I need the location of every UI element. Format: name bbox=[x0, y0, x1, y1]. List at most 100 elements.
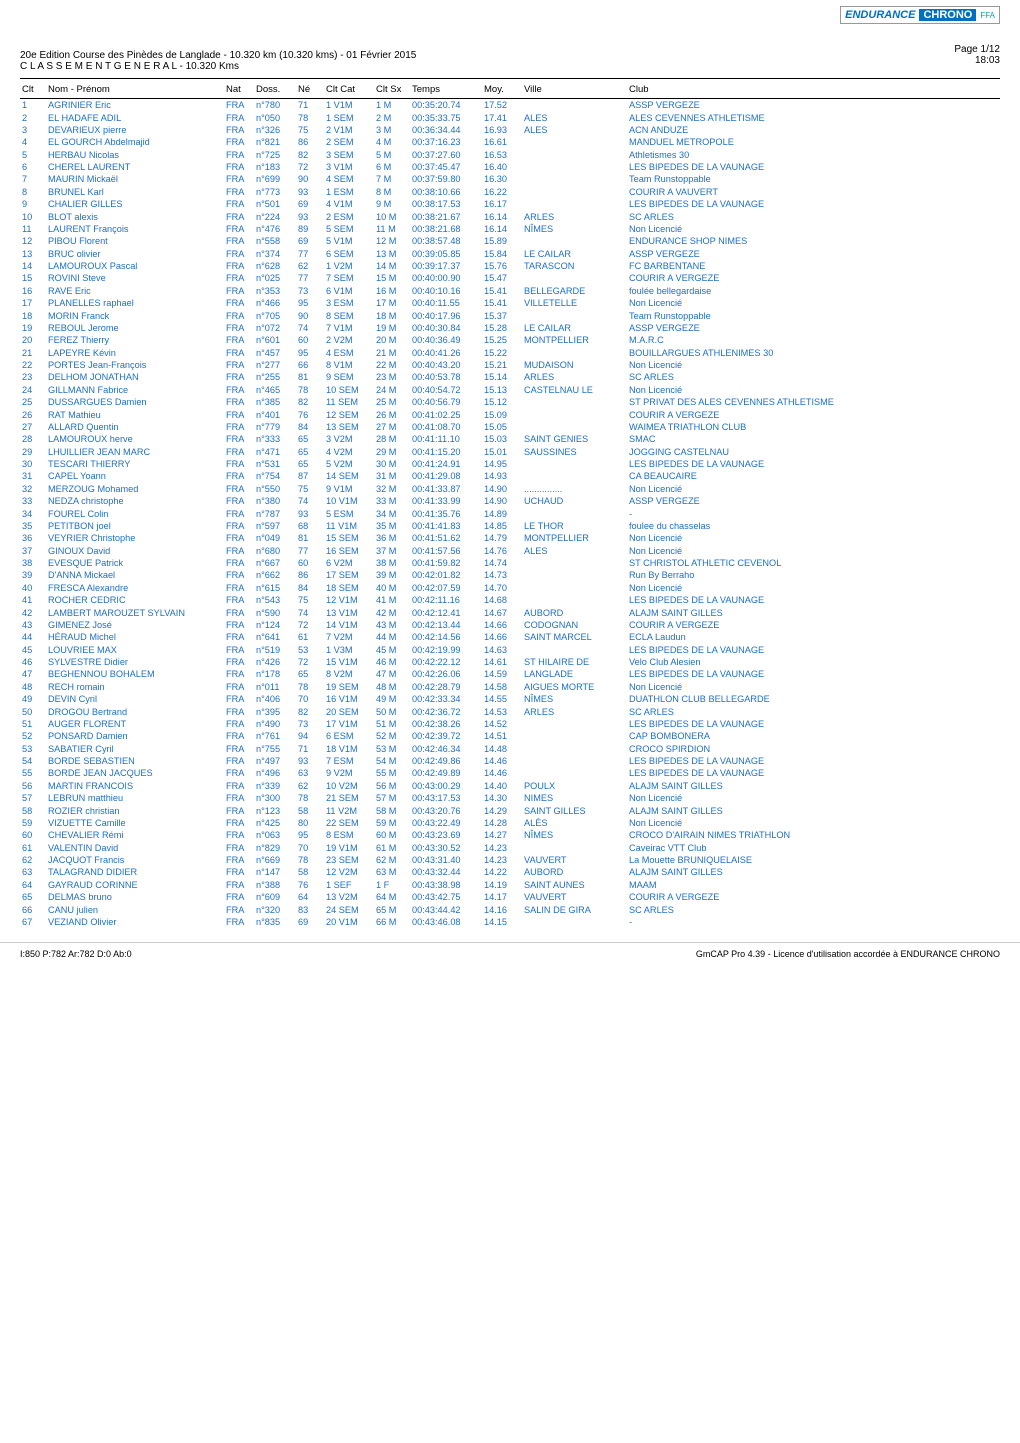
table-row: 48RECH romainFRAn°0117819 SEM48 M00:42:2… bbox=[20, 681, 1000, 693]
cell-cat: 4 V2M bbox=[324, 446, 374, 458]
cell-ne: 77 bbox=[296, 545, 324, 557]
table-row: 55BORDE JEAN JACQUESFRAn°496639 V2M55 M0… bbox=[20, 767, 1000, 779]
cell-nom: CHALIER GILLES bbox=[46, 198, 224, 210]
cell-nat: FRA bbox=[224, 668, 254, 680]
cell-ne: 62 bbox=[296, 260, 324, 272]
cell-doss: n°476 bbox=[254, 223, 296, 235]
cell-cat: 13 SEM bbox=[324, 421, 374, 433]
cell-sx: 51 M bbox=[374, 718, 410, 730]
cell-temps: 00:38:17.53 bbox=[410, 198, 482, 210]
cell-sx: 35 M bbox=[374, 520, 410, 532]
cell-doss: n°641 bbox=[254, 631, 296, 643]
cell-ne: 83 bbox=[296, 903, 324, 915]
cell-sx: 29 M bbox=[374, 446, 410, 458]
cell-moy: 15.22 bbox=[482, 347, 522, 359]
cell-clt: 13 bbox=[20, 248, 46, 260]
cell-sx: 5 M bbox=[374, 149, 410, 161]
cell-nom: LAPEYRE Kévin bbox=[46, 347, 224, 359]
cell-temps: 00:42:19.99 bbox=[410, 644, 482, 656]
cell-club: Non Licencié bbox=[627, 817, 1000, 829]
cell-cat: 1 SEM bbox=[324, 111, 374, 123]
cell-nat: FRA bbox=[224, 804, 254, 816]
cell-club: LES BIPEDES DE LA VAUNAGE bbox=[627, 755, 1000, 767]
cell-nat: FRA bbox=[224, 767, 254, 779]
cell-cat: 5 V2M bbox=[324, 458, 374, 470]
cell-nat: FRA bbox=[224, 730, 254, 742]
cell-nom: MERZOUG Mohamed bbox=[46, 483, 224, 495]
cell-nom: AGRINIER Eric bbox=[46, 99, 224, 112]
cell-sx: 22 M bbox=[374, 359, 410, 371]
cell-ville: CODOGNAN bbox=[522, 619, 627, 631]
cell-nat: FRA bbox=[224, 371, 254, 383]
table-row: 60CHEVALIER RémiFRAn°063958 ESM60 M00:43… bbox=[20, 829, 1000, 841]
cell-moy: 16.17 bbox=[482, 198, 522, 210]
cell-ville bbox=[522, 235, 627, 247]
cell-club: Velo Club Alesien bbox=[627, 656, 1000, 668]
logo-endurance: ENDURANCE bbox=[845, 9, 915, 21]
cell-moy: 15.25 bbox=[482, 334, 522, 346]
cell-sx: 46 M bbox=[374, 656, 410, 668]
cell-ne: 60 bbox=[296, 557, 324, 569]
cell-cat: 4 SEM bbox=[324, 173, 374, 185]
cell-temps: 00:43:31.40 bbox=[410, 854, 482, 866]
cell-nom: LOUVRIEE MAX bbox=[46, 644, 224, 656]
cell-club: M.A.R.C bbox=[627, 334, 1000, 346]
cell-doss: n°601 bbox=[254, 334, 296, 346]
table-row: 26RAT MathieuFRAn°4017612 SEM26 M00:41:0… bbox=[20, 408, 1000, 420]
cell-nom: MORIN Franck bbox=[46, 309, 224, 321]
cell-doss: n°471 bbox=[254, 446, 296, 458]
cell-ne: 93 bbox=[296, 507, 324, 519]
cell-doss: n°374 bbox=[254, 248, 296, 260]
cell-nat: FRA bbox=[224, 223, 254, 235]
cell-club: Non Licencié bbox=[627, 532, 1000, 544]
cell-ville: TARASCON bbox=[522, 260, 627, 272]
cell-doss: n°425 bbox=[254, 817, 296, 829]
cell-cat: 3 ESM bbox=[324, 297, 374, 309]
cell-nat: FRA bbox=[224, 681, 254, 693]
table-row: 47BEGHENNOU BOHALEMFRAn°178658 V2M47 M00… bbox=[20, 668, 1000, 680]
column-header: Clt Cat bbox=[324, 81, 374, 99]
cell-ville bbox=[522, 421, 627, 433]
cell-club: Non Licencié bbox=[627, 297, 1000, 309]
cell-ne: 75 bbox=[296, 483, 324, 495]
cell-club: LES BIPEDES DE LA VAUNAGE bbox=[627, 458, 1000, 470]
cell-nat: FRA bbox=[224, 210, 254, 222]
cell-club: WAIMEA TRIATHLON CLUB bbox=[627, 421, 1000, 433]
cell-club: Team Runstoppable bbox=[627, 173, 1000, 185]
cell-ville: NIMES bbox=[522, 792, 627, 804]
cell-ville: VAUVERT bbox=[522, 891, 627, 903]
cell-doss: n°011 bbox=[254, 681, 296, 693]
cell-nom: SABATIER Cyril bbox=[46, 743, 224, 755]
page-number: Page 1/12 bbox=[954, 44, 1000, 55]
logo: ENDURANCE CHRONO FFA bbox=[840, 6, 1000, 24]
table-row: 41ROCHER CEDRICFRAn°5437512 V1M41 M00:42… bbox=[20, 594, 1000, 606]
cell-sx: 52 M bbox=[374, 730, 410, 742]
cell-temps: 00:42:13.44 bbox=[410, 619, 482, 631]
column-header: Né bbox=[296, 81, 324, 99]
cell-sx: 21 M bbox=[374, 347, 410, 359]
cell-temps: 00:40:30.84 bbox=[410, 322, 482, 334]
cell-temps: 00:41:29.08 bbox=[410, 470, 482, 482]
cell-temps: 00:38:21.67 bbox=[410, 210, 482, 222]
cell-nat: FRA bbox=[224, 173, 254, 185]
cell-nat: FRA bbox=[224, 854, 254, 866]
cell-nom: LEBRUN matthieu bbox=[46, 792, 224, 804]
cell-temps: 00:42:01.82 bbox=[410, 569, 482, 581]
cell-moy: 14.28 bbox=[482, 817, 522, 829]
table-row: 51AUGER FLORENTFRAn°4907317 V1M51 M00:42… bbox=[20, 718, 1000, 730]
cell-moy: 14.95 bbox=[482, 458, 522, 470]
cell-ne: 73 bbox=[296, 285, 324, 297]
cell-club: MANDUEL METROPOLE bbox=[627, 136, 1000, 148]
cell-nat: FRA bbox=[224, 149, 254, 161]
cell-nom: FRESCA Alexandre bbox=[46, 582, 224, 594]
table-row: 46SYLVESTRE DidierFRAn°4267215 V1M46 M00… bbox=[20, 656, 1000, 668]
cell-moy: 15.09 bbox=[482, 408, 522, 420]
cell-ne: 78 bbox=[296, 854, 324, 866]
cell-clt: 32 bbox=[20, 483, 46, 495]
cell-ne: 70 bbox=[296, 842, 324, 854]
cell-nat: FRA bbox=[224, 111, 254, 123]
cell-moy: 14.85 bbox=[482, 520, 522, 532]
cell-moy: 14.53 bbox=[482, 705, 522, 717]
cell-clt: 43 bbox=[20, 619, 46, 631]
cell-cat: 11 V1M bbox=[324, 520, 374, 532]
